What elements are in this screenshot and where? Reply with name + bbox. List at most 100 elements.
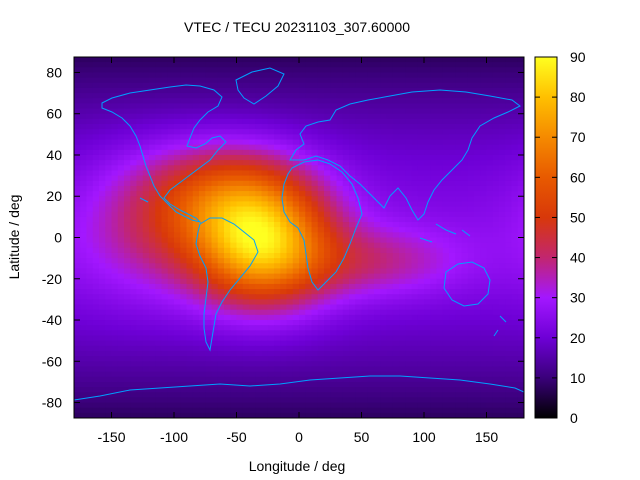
heatmap-cell (205, 356, 213, 362)
heatmap-cell (386, 407, 394, 414)
heatmap-cell (317, 180, 325, 187)
heatmap-cell (236, 175, 244, 182)
heatmap-cell (392, 320, 400, 326)
heatmap-cell (511, 268, 519, 275)
heatmap-cell (186, 191, 194, 197)
heatmap-cell (492, 170, 500, 177)
heatmap-cell (486, 283, 494, 290)
heatmap-cell (455, 304, 463, 311)
heatmap-cell (442, 392, 450, 398)
heatmap-cell (436, 196, 444, 202)
heatmap-cell (142, 237, 150, 244)
heatmap-cell (517, 356, 524, 362)
heatmap-cell (474, 185, 481, 192)
heatmap-cell (99, 309, 106, 316)
heatmap-cell (205, 350, 213, 357)
heatmap-cell (199, 67, 206, 74)
heatmap-cell (286, 325, 294, 331)
heatmap-cell (411, 314, 419, 321)
heatmap-cell (405, 314, 413, 321)
heatmap-cell (230, 98, 238, 105)
heatmap-cell (236, 196, 244, 202)
heatmap-cell (517, 252, 524, 259)
heatmap-cell (305, 98, 313, 105)
heatmap-cell (424, 309, 431, 316)
heatmap-cell (517, 144, 524, 151)
heatmap-cell (424, 103, 431, 110)
heatmap-cell (342, 232, 350, 239)
heatmap-cell (411, 268, 419, 275)
heatmap-cell (105, 387, 113, 393)
heatmap-cell (286, 376, 294, 383)
heatmap-cell (467, 227, 475, 233)
heatmap-cell (505, 263, 513, 270)
heatmap-cell (361, 57, 369, 63)
heatmap-cell (380, 273, 388, 280)
heatmap-cell (367, 258, 375, 264)
heatmap-cell (386, 160, 394, 166)
heatmap-cell (392, 283, 400, 290)
heatmap-cell (99, 345, 106, 352)
heatmap-cell (105, 381, 113, 388)
heatmap-cell (492, 82, 500, 89)
heatmap-cell (436, 325, 444, 331)
heatmap-cell (386, 361, 394, 368)
heatmap-cell (324, 72, 331, 79)
heatmap-cell (405, 222, 413, 228)
heatmap-cell (274, 392, 281, 398)
heatmap-cell (461, 392, 469, 398)
heatmap-cell (355, 304, 363, 311)
heatmap-cell (230, 67, 238, 74)
heatmap-cell (249, 361, 256, 368)
heatmap-cell (217, 304, 225, 311)
heatmap-cell (317, 93, 325, 99)
heatmap-cell (349, 350, 356, 357)
heatmap-cell (211, 258, 219, 264)
heatmap-cell (392, 381, 400, 388)
heatmap-cell (324, 175, 331, 182)
heatmap-cell (255, 320, 263, 326)
heatmap-cell (436, 191, 444, 197)
heatmap-cell (74, 304, 81, 311)
heatmap-cell (399, 381, 406, 388)
heatmap-cell (174, 206, 181, 213)
heatmap-cell (380, 299, 388, 306)
heatmap-cell (86, 299, 94, 306)
heatmap-cell (405, 247, 413, 254)
heatmap-cell (342, 222, 350, 228)
heatmap-cell (242, 82, 250, 89)
heatmap-cell (236, 149, 244, 156)
heatmap-cell (280, 335, 288, 342)
heatmap-cell (424, 252, 431, 259)
heatmap-cell (486, 124, 494, 130)
heatmap-cell (449, 82, 456, 89)
heatmap-cell (242, 139, 250, 146)
heatmap-cell (517, 216, 524, 223)
heatmap-cell (349, 237, 356, 244)
heatmap-cell (86, 273, 94, 280)
heatmap-cell (261, 366, 269, 373)
heatmap-cell (224, 206, 231, 213)
heatmap-cell (461, 237, 469, 244)
heatmap-cell (330, 93, 338, 99)
heatmap-cell (211, 330, 219, 337)
heatmap-cell (324, 129, 331, 135)
heatmap-cell (336, 407, 344, 414)
heatmap-cell (167, 72, 175, 79)
heatmap-cell (224, 247, 231, 254)
heatmap-cell (74, 98, 81, 105)
heatmap-cell (517, 397, 524, 404)
heatmap-cell (149, 113, 156, 120)
heatmap-cell (217, 67, 225, 74)
heatmap-cell (511, 72, 519, 79)
heatmap-cell (392, 134, 400, 141)
heatmap-cell (486, 381, 494, 388)
heatmap-cell (280, 294, 288, 300)
heatmap-cell (474, 149, 481, 156)
heatmap-cell (261, 402, 269, 409)
heatmap-cell (130, 103, 138, 110)
heatmap-cell (130, 82, 138, 89)
heatmap-cell (367, 211, 375, 218)
heatmap-cell (117, 139, 125, 146)
heatmap-cell (442, 330, 450, 337)
